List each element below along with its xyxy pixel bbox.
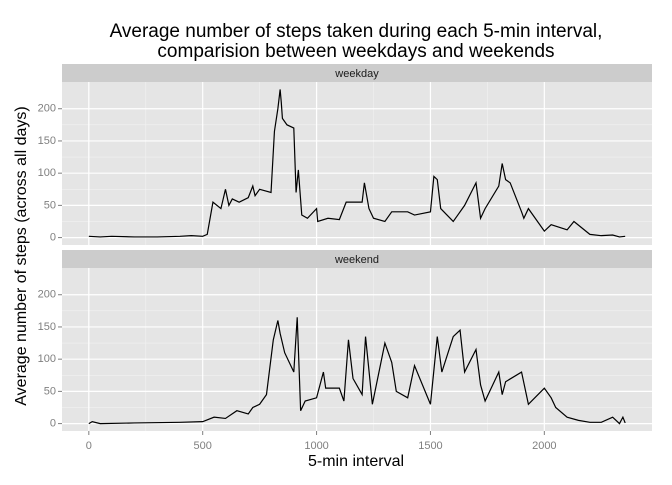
y-tick-label: 50 <box>44 199 56 211</box>
x-tick-label: 1500 <box>418 440 442 452</box>
y-tick-label: 100 <box>38 353 56 365</box>
y-tick-label: 0 <box>50 231 56 243</box>
chart-title: comparision between weekdays and weekend… <box>157 41 554 62</box>
strip <box>62 64 652 82</box>
panel <box>62 268 652 431</box>
y-tick-label: 200 <box>38 289 56 301</box>
chart-title: Average number of steps taken during eac… <box>110 21 603 42</box>
panel <box>62 82 652 245</box>
x-tick-label: 0 <box>86 440 92 452</box>
strip-label: weekday <box>334 68 379 80</box>
y-tick-label: 150 <box>38 135 56 147</box>
strip <box>62 250 652 268</box>
y-axis-label: Average number of steps (across all days… <box>13 106 30 405</box>
y-tick-label: 0 <box>50 417 56 429</box>
x-tick-label: 1000 <box>304 440 328 452</box>
strip-label: weekend <box>334 254 379 266</box>
x-tick-label: 500 <box>194 440 212 452</box>
y-tick-label: 150 <box>38 321 56 333</box>
x-axis-label: 5-min interval <box>308 453 404 470</box>
data-line <box>88 89 626 238</box>
data-line <box>88 317 626 425</box>
y-tick-label: 100 <box>38 167 56 179</box>
y-tick-label: 200 <box>38 103 56 115</box>
y-tick-label: 50 <box>44 385 56 397</box>
x-tick-label: 2000 <box>532 440 556 452</box>
